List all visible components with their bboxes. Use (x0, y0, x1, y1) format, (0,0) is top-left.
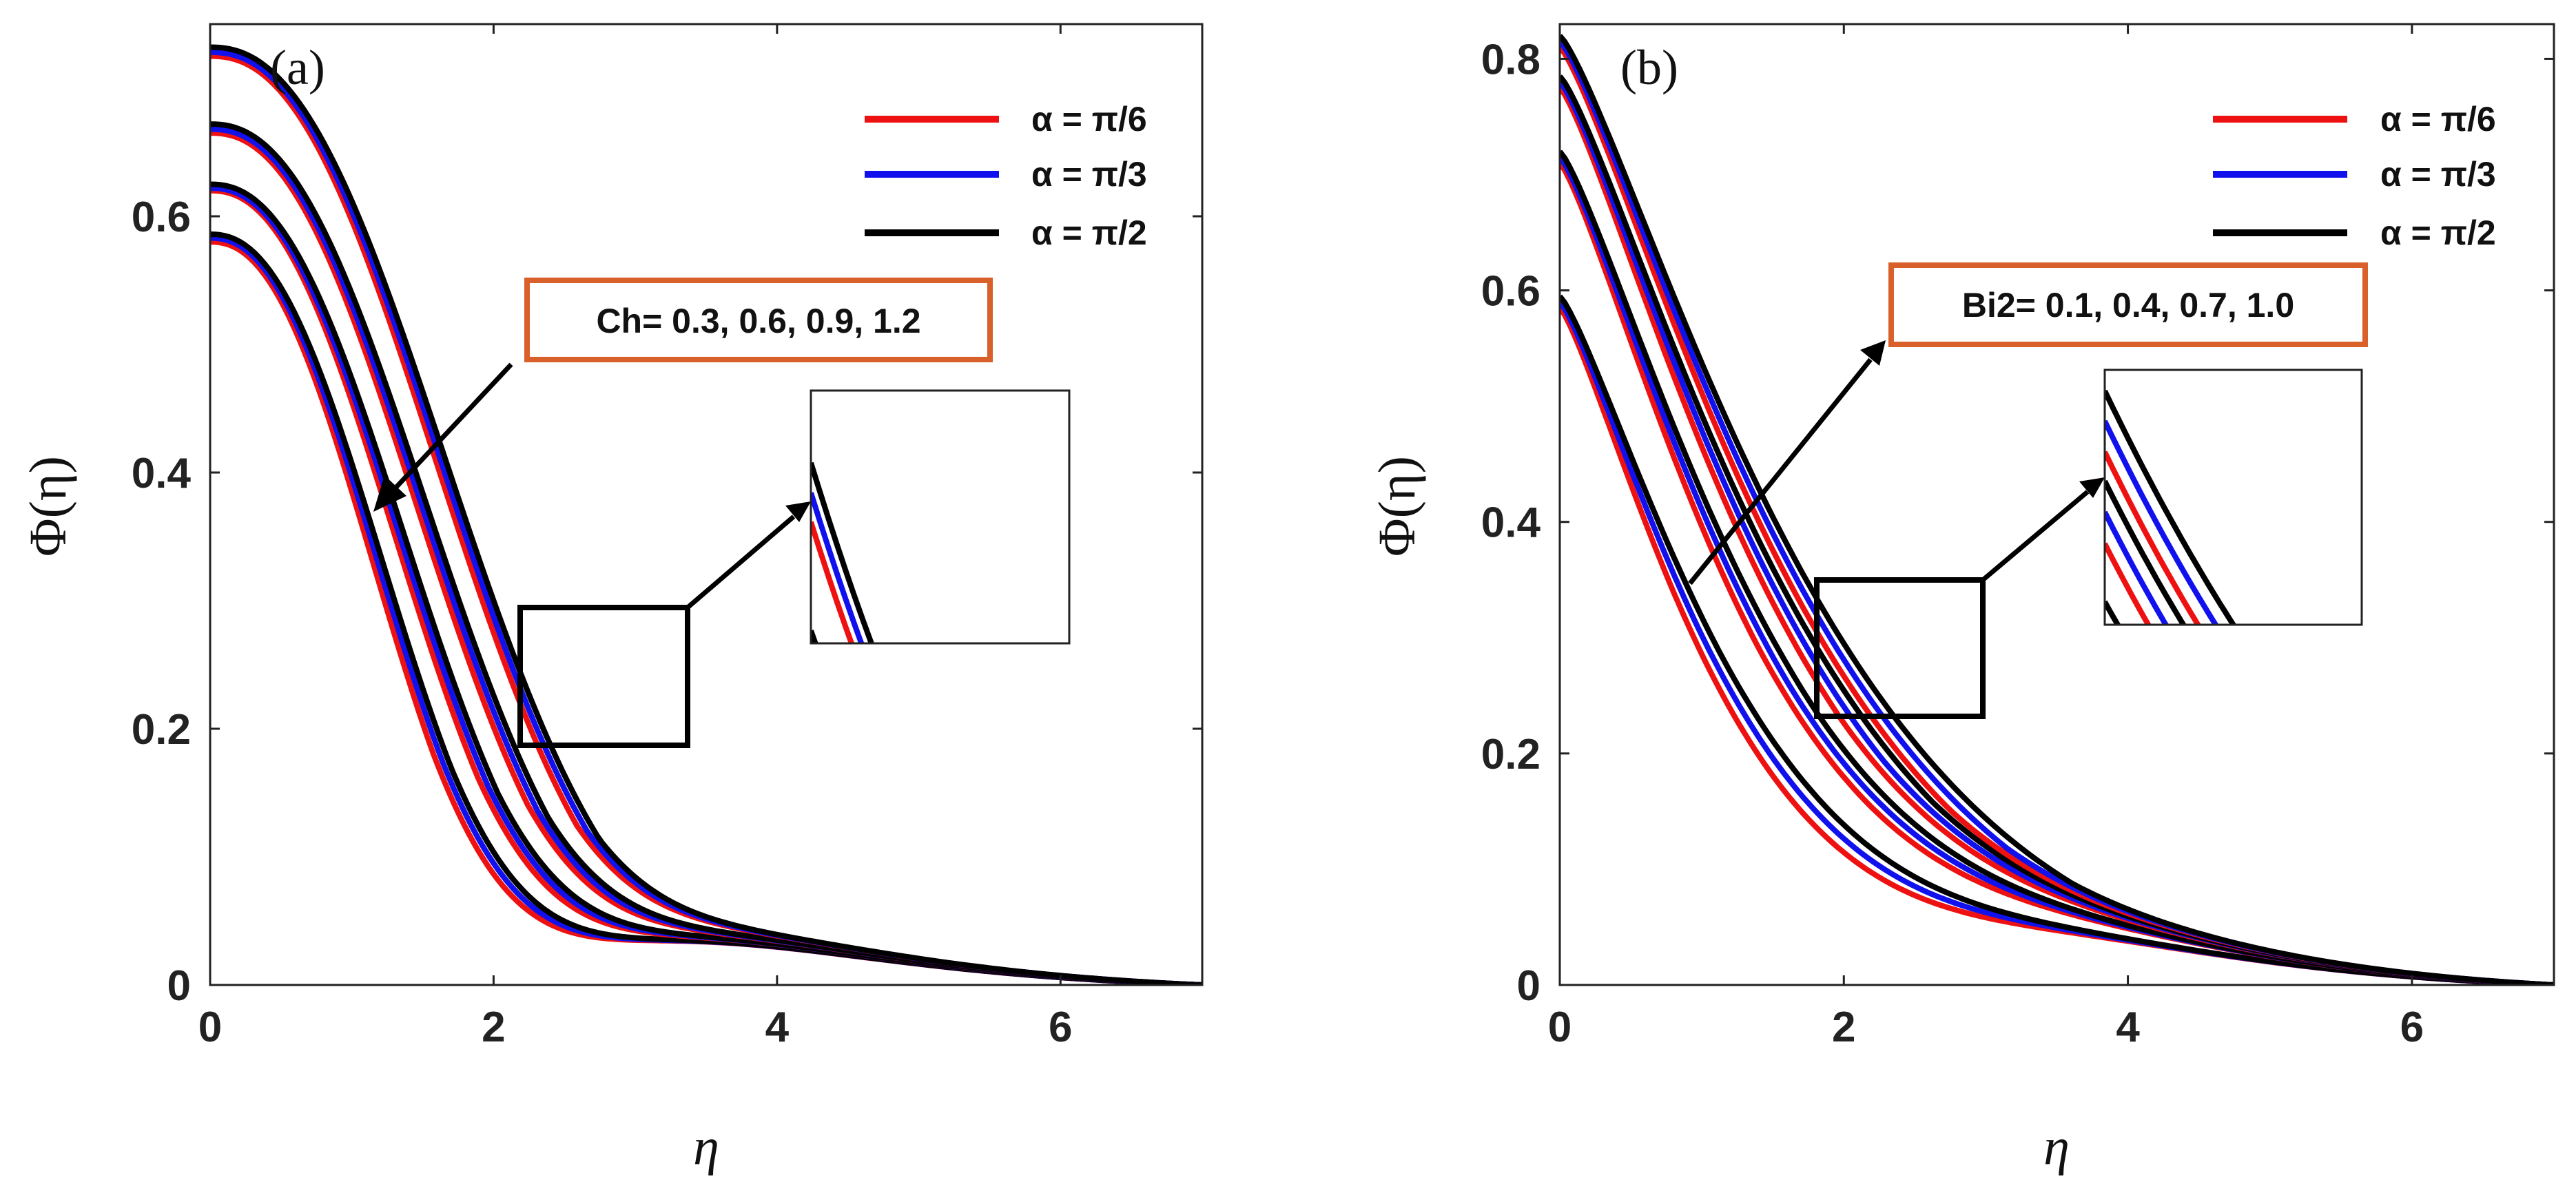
x-tick-label: 4 (2116, 1004, 2140, 1051)
annotation-arrowhead (1860, 340, 1886, 366)
annotation-text: Ch= 0.3, 0.6, 0.9, 1.2 (596, 302, 920, 340)
panel-label: (a) (270, 40, 325, 95)
inset-curve-group (811, 461, 875, 643)
zoom-indicator (517, 389, 1071, 748)
annotation-arrowhead (373, 475, 406, 512)
zoom-arrow (1981, 490, 2090, 582)
x-axis-label: η (2043, 1118, 2070, 1176)
tick-group: 0 2 4 6 0 0.2 0.4 0.6 0.8 (1481, 24, 2554, 1051)
x-tick-label: 4 (765, 1004, 790, 1051)
annotation-arrow (387, 362, 513, 497)
curve-group (210, 44, 1202, 985)
panel-b: 0 2 4 6 0 0.2 0.4 0.6 0.8 η Φ(η) (b) α = π/6 α =… (1368, 23, 2555, 1176)
x-axis-label: η (693, 1118, 719, 1176)
axes-frame (209, 23, 1204, 986)
legend-label: α = π/3 (1031, 155, 1147, 194)
legend-label: α = π/6 (2380, 100, 2496, 138)
parameter-annotation: Ch= 0.3, 0.6, 0.9, 1.2 (373, 278, 993, 512)
zoom-region-box (1814, 577, 1986, 719)
legend: α = π/6 α = π/3 α = π/2 (2213, 100, 2496, 252)
inset-series-line (2105, 479, 2187, 625)
annotation-arrow (1688, 357, 1873, 585)
legend-label: α = π/2 (2380, 214, 2496, 252)
y-tick-label: 0 (167, 962, 191, 1010)
annotation-box (524, 278, 993, 362)
inset-series-line (2105, 542, 2152, 625)
x-tick-label: 6 (2400, 1004, 2424, 1051)
y-tick-label: 0.4 (132, 450, 192, 497)
axes-frame (1558, 23, 2555, 986)
annotation-text: Bi2= 0.1, 0.4, 0.7, 1.0 (1962, 286, 2294, 324)
zoom-region-box (517, 605, 690, 748)
y-axis-label: Φ(η) (1368, 456, 1426, 557)
zoom-arrowhead (785, 501, 811, 522)
y-tick-label: 0.6 (1481, 268, 1541, 315)
inset-series-line (2105, 510, 2170, 625)
legend: α = π/6 α = π/3 α = π/2 (865, 100, 1147, 252)
curve-group (1560, 34, 2554, 985)
parameter-annotation: Bi2= 0.1, 0.4, 0.7, 1.0 (1688, 262, 2368, 585)
y-tick-label: 0.4 (1481, 499, 1541, 547)
y-tick-label: 0.2 (1481, 731, 1541, 778)
series-line (210, 44, 1202, 985)
x-tick-label: 0 (198, 1004, 222, 1051)
y-tick-label: 0.6 (132, 194, 191, 241)
zoom-indicator (1814, 369, 2363, 719)
panel-a: 0 2 4 6 0 0.2 0.4 0.6 η Φ(η) (a) α = π/6 α = π/… (19, 23, 1204, 1176)
zoom-arrowhead (2079, 477, 2105, 498)
y-tick-label: 0.2 (132, 706, 191, 754)
y-tick-label: 0.8 (1481, 36, 1541, 83)
inset-series-line (2105, 450, 2201, 625)
panel-label: (b) (1620, 40, 1678, 95)
y-axis-label: Φ(η) (19, 456, 77, 557)
zoom-arrow (686, 515, 796, 610)
y-tick-label: 0 (1517, 962, 1541, 1010)
x-tick-label: 2 (482, 1004, 505, 1051)
x-tick-label: 0 (1548, 1004, 1572, 1051)
series-line (1560, 34, 2554, 985)
inset-frame (810, 389, 1071, 645)
legend-label: α = π/3 (2380, 155, 2496, 194)
inset-background (2105, 370, 2362, 625)
inset-series-line (811, 492, 865, 643)
x-tick-label: 6 (1049, 1004, 1072, 1051)
legend-label: α = π/6 (1031, 100, 1147, 138)
annotation-box (1888, 262, 2368, 347)
x-tick-label: 2 (1832, 1004, 1855, 1051)
inset-frame (2103, 369, 2363, 626)
inset-series-line (811, 461, 875, 643)
tick-group: 0 2 4 6 0 0.2 0.4 0.6 (132, 24, 1202, 1051)
legend-label: α = π/2 (1031, 214, 1147, 252)
inset-series-line (2105, 419, 2219, 625)
